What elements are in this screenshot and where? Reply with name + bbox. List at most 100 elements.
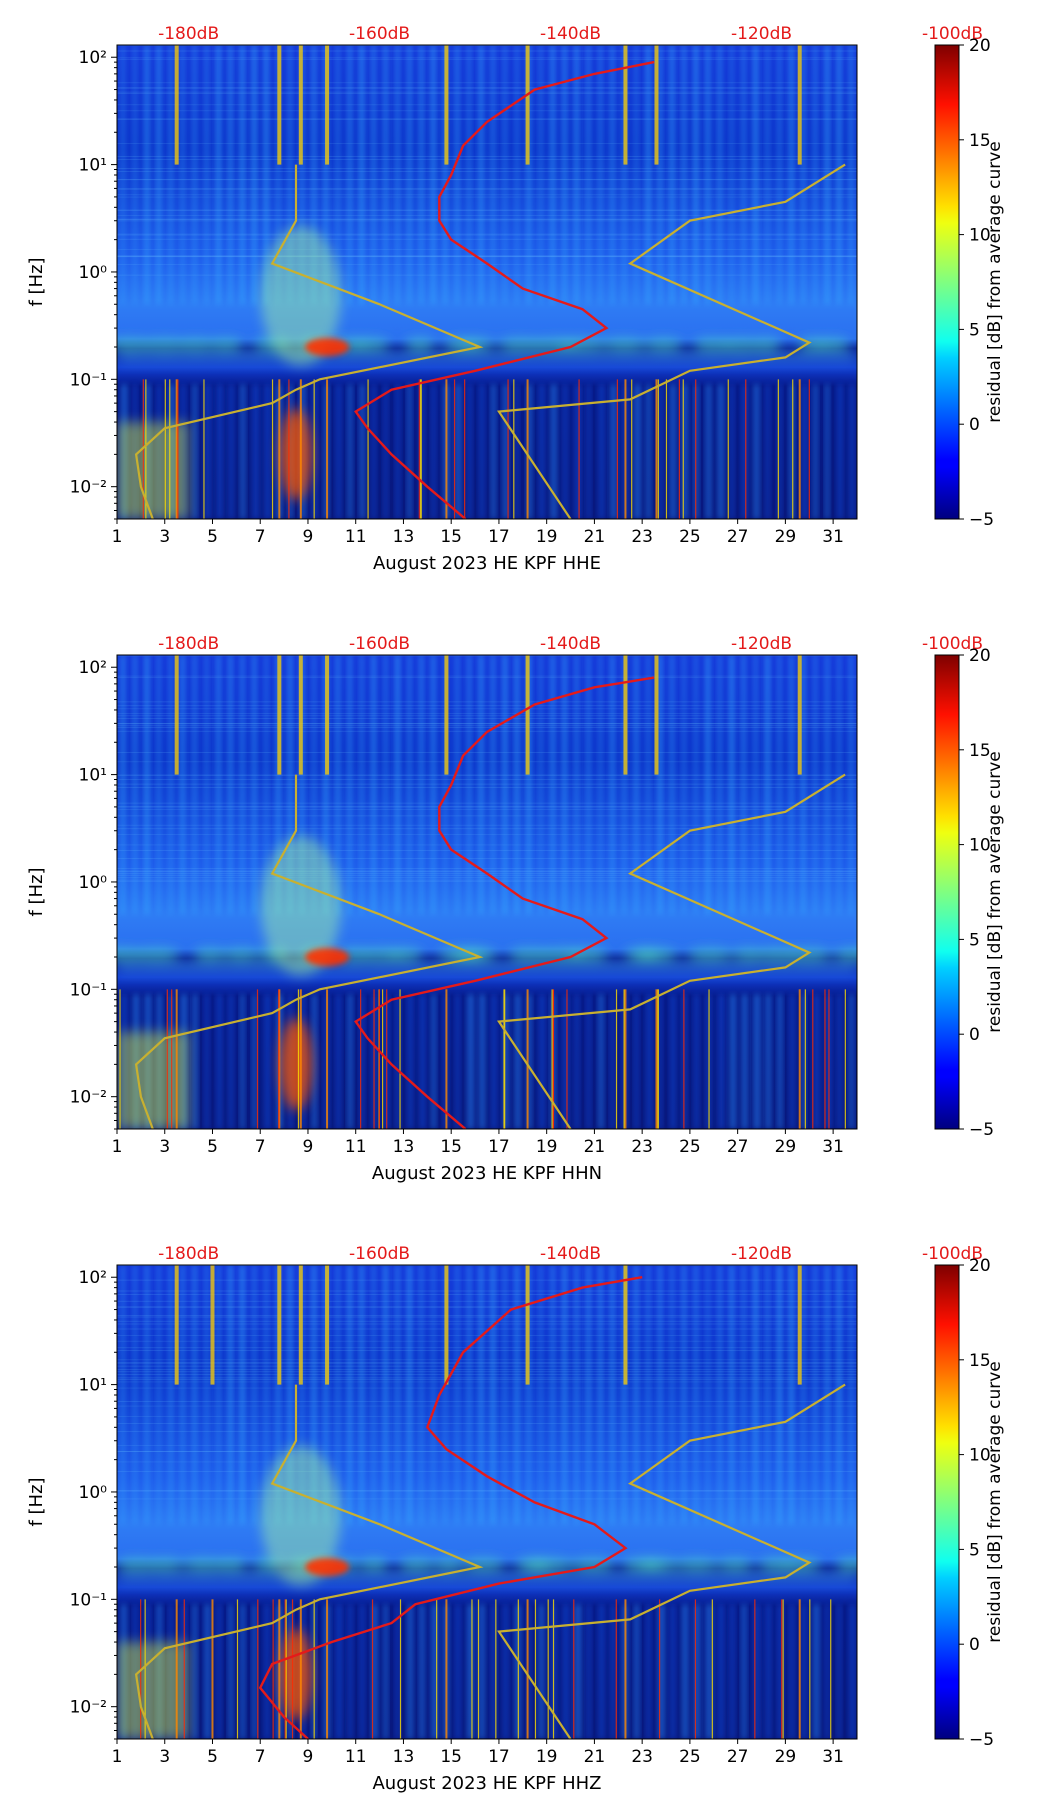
band-patch [781, 1558, 822, 1571]
day-streak [358, 655, 365, 915]
x-tick-label: 17 [488, 1137, 510, 1157]
top-db-label: -180dB [158, 1244, 219, 1264]
lowfreq-streak [598, 384, 605, 519]
band-patch [217, 1558, 248, 1571]
day-streak [430, 655, 437, 915]
band-patch [389, 948, 423, 961]
lowfreq-streak [837, 1604, 842, 1739]
lowfreq-streak [383, 384, 388, 519]
lowfreq-streak [610, 384, 617, 519]
day-streak [478, 1265, 485, 1525]
day-streak [310, 1265, 317, 1525]
event-line [174, 45, 179, 165]
day-streak [143, 1265, 150, 1525]
colorbar-gradient [934, 44, 960, 520]
day-streak [537, 45, 544, 305]
x-axis-label: August 2023 HE KPF HHE [373, 553, 601, 574]
lowfreq-streak [634, 994, 639, 1129]
lowfreq-streak [849, 1604, 856, 1739]
day-streak [466, 45, 473, 305]
day-streak [752, 45, 759, 305]
yellow-curve-low [134, 164, 484, 519]
lowfreq-streak [658, 994, 663, 1129]
day-streak [788, 655, 795, 915]
day-streak [179, 45, 186, 305]
event-lines [119, 655, 846, 1129]
y-tick-label: 10⁻² [70, 1698, 107, 1718]
day-streak [657, 45, 664, 305]
y-tick-label: 10² [79, 1268, 107, 1288]
y-tick-label: 10² [79, 48, 107, 68]
event-line [325, 655, 330, 775]
colorbar-tick-label: −5 [969, 510, 994, 530]
day-streak [549, 45, 556, 305]
day-streak [382, 1265, 389, 1525]
day-streak [310, 45, 317, 305]
day-streak [119, 45, 126, 305]
lowfreq-streak [634, 384, 641, 519]
event-line-low [175, 379, 178, 519]
event-line-low [278, 379, 281, 519]
heatmap-texture [117, 1265, 857, 1739]
day-streak [633, 655, 640, 915]
day-streak [597, 655, 604, 915]
day-streak [692, 1265, 699, 1525]
day-streak [692, 655, 699, 915]
lowfreq-streak [646, 384, 651, 519]
band-patch [508, 948, 549, 961]
day-streak [334, 45, 341, 305]
band-patch [755, 948, 800, 961]
lowfreq-streak [431, 1604, 438, 1739]
day-streak [740, 655, 747, 915]
lowfreq-streak [753, 384, 760, 519]
day-streak [203, 655, 210, 915]
lowfreq-streak [216, 384, 224, 519]
top-db-label: -140dB [540, 1244, 601, 1264]
day-streak [680, 655, 687, 915]
event-line-low [445, 989, 448, 1129]
day-streak [454, 1265, 461, 1525]
x-tick-label: 13 [393, 1747, 415, 1767]
lowfreq-streak [765, 1604, 772, 1739]
day-streak [155, 655, 162, 915]
lowfreq-streak [502, 1604, 509, 1739]
event-line [654, 45, 659, 165]
lowfreq-streak [335, 384, 342, 519]
y-tick-label: 10⁻² [70, 478, 107, 498]
lowfreq-streak [538, 1604, 544, 1739]
lowfreq-streak [562, 994, 570, 1129]
x-tick-label: 15 [440, 527, 462, 547]
lowfreq-streak [598, 1604, 605, 1739]
event-line [325, 1265, 330, 1385]
day-streak [287, 1265, 294, 1525]
day-streak [275, 1265, 282, 1525]
day-streak [251, 45, 258, 305]
day-streak [561, 1265, 568, 1525]
event-line [444, 655, 449, 775]
lowfreq-streak [514, 384, 519, 519]
colorbar: −5 0 5 10 15 20 residual [dB] from average cur… [934, 1256, 1005, 1750]
day-streak [585, 45, 592, 305]
red-curve [353, 676, 655, 1129]
x-tick-label: 31 [822, 1137, 844, 1157]
day-streak [346, 655, 353, 915]
day-streak [119, 1265, 126, 1525]
lowfreq-streak [717, 994, 725, 1129]
day-streak [299, 655, 305, 915]
lowfreq-streak [646, 994, 653, 1129]
band-patch [788, 948, 831, 961]
day-streak [299, 1265, 305, 1525]
day-streak [609, 1265, 616, 1525]
top-db-label: -140dB [540, 634, 601, 654]
day-streak [657, 1265, 664, 1525]
lowfreq-streak [753, 1604, 761, 1739]
day-streak [227, 1265, 234, 1525]
day-streak [669, 655, 675, 915]
lowfreq-streak [455, 384, 462, 519]
day-streak [501, 1265, 508, 1525]
lowfreq-streak [801, 1604, 807, 1739]
lowfreq-streak [526, 994, 532, 1129]
y-tick-label: 10¹ [79, 1376, 107, 1396]
